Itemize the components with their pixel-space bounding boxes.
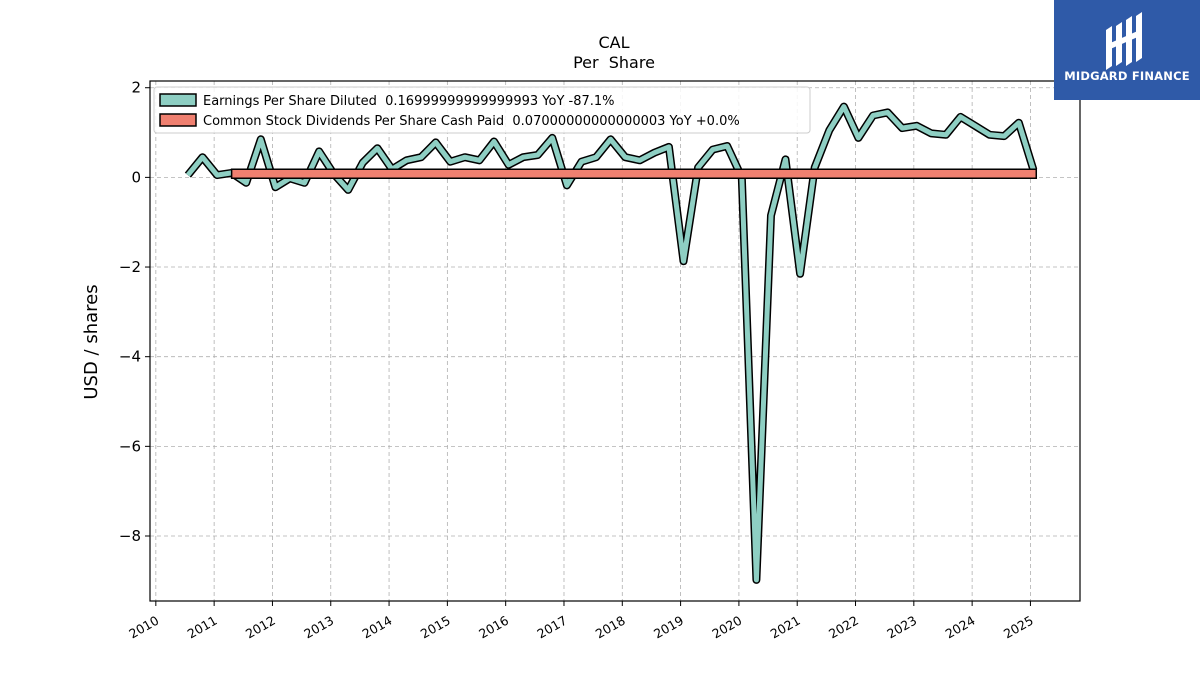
legend-swatch-dividends [159, 113, 197, 127]
x-tick-label: 2024 [943, 613, 978, 642]
series-layer [184, 102, 1038, 584]
x-tick-label: 2012 [243, 613, 278, 642]
legend-label-dividends: Common Stock Dividends Per Share Cash Pa… [203, 114, 740, 129]
legend: Earnings Per Share Diluted 0.16999999999… [153, 86, 811, 134]
x-tick-label: 2011 [185, 613, 220, 642]
x-axis: 2010 2011 2012 2013 2014 2015 2016 2017 2018 2019… [126, 601, 1036, 642]
x-tick-label: 2021 [768, 613, 803, 642]
legend-swatch-eps [159, 93, 197, 107]
legend-label-eps: Earnings Per Share Diluted 0.16999999999… [203, 94, 615, 109]
x-tick-label: 2018 [593, 613, 628, 642]
midgard-finance-logo: MIDGARD FINANCE [1054, 0, 1200, 100]
y-tick-label: −4 [119, 348, 141, 366]
y-tick-label: 2 [131, 79, 141, 97]
x-tick-label: 2014 [360, 613, 395, 642]
logo-text: MIDGARD FINANCE [1064, 69, 1190, 83]
x-tick-label: 2015 [418, 613, 453, 642]
chart-title: CAL [598, 33, 629, 52]
x-tick-label: 2019 [651, 613, 686, 642]
x-tick-label: 2020 [709, 613, 744, 642]
y-axis-label: USD / shares [81, 284, 102, 399]
plot-frame [149, 80, 1081, 602]
x-tick-label: 2013 [301, 613, 336, 642]
x-tick-label: 2023 [884, 613, 919, 642]
x-tick-label: 2025 [1001, 613, 1036, 642]
series-line-eps [185, 104, 1036, 583]
y-axis: 2 0 −2 −4 −6 −8 [119, 79, 150, 545]
x-tick-label: 2010 [126, 613, 161, 642]
chart-subtitle: Per Share [573, 53, 655, 72]
logo-mark-icon [1106, 12, 1142, 70]
y-tick-label: −6 [119, 437, 141, 455]
x-tick-label: 2022 [826, 613, 861, 642]
x-tick-label: 2017 [534, 613, 569, 642]
y-tick-label: 0 [131, 168, 141, 186]
y-tick-label: −8 [119, 527, 141, 545]
series-line-dividends [230, 168, 1038, 179]
y-tick-label: −2 [119, 258, 141, 276]
legend-box [153, 86, 811, 134]
grid-lines [150, 81, 1080, 601]
x-tick-label: 2016 [476, 613, 511, 642]
